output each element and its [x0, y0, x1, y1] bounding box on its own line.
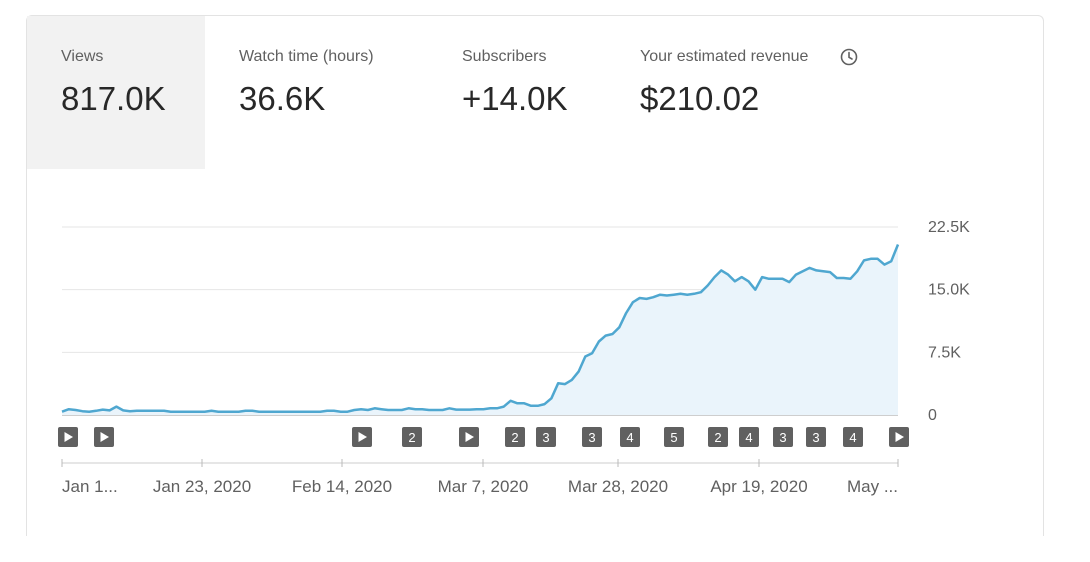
- marker-count-label: 3: [542, 430, 549, 445]
- marker-count-label: 3: [812, 430, 819, 445]
- clock-icon[interactable]: [840, 48, 858, 66]
- x-tick-label: Jan 23, 2020: [153, 477, 251, 496]
- metric-subscribers-tab[interactable]: Subscribers +14.0K: [428, 16, 606, 169]
- metric-value: 36.6K: [239, 80, 326, 117]
- x-tick-label: Feb 14, 2020: [292, 477, 392, 496]
- metric-label: Views: [61, 48, 104, 65]
- x-tick-label: Mar 28, 2020: [568, 477, 668, 496]
- play-icon: [465, 432, 474, 442]
- x-tick-label: Apr 19, 2020: [710, 477, 807, 496]
- metric-label: Watch time (hours): [239, 48, 374, 65]
- video-count-marker[interactable]: [806, 427, 826, 447]
- metric-value: $210.02: [640, 80, 760, 117]
- marker-count-label: 3: [779, 430, 786, 445]
- video-count-marker[interactable]: [739, 427, 759, 447]
- x-tick-label: Mar 7, 2020: [438, 477, 529, 496]
- x-tick-label: Jan 1...: [62, 477, 118, 496]
- marker-count-label: 4: [849, 430, 856, 445]
- marker-count-label: 3: [588, 430, 595, 445]
- video-count-marker[interactable]: [582, 427, 602, 447]
- x-tick-label: May ...: [847, 477, 898, 496]
- video-count-marker[interactable]: [505, 427, 525, 447]
- views-line: [61, 244, 900, 413]
- play-icon: [358, 432, 367, 442]
- metric-views-tab[interactable]: Views 817.0K: [27, 16, 205, 169]
- video-count-marker[interactable]: [402, 427, 422, 447]
- video-count-marker[interactable]: [536, 427, 556, 447]
- marker-count-label: 2: [511, 430, 518, 445]
- y-tick-label: 22.5K: [928, 219, 970, 236]
- marker-count-label: 4: [626, 430, 633, 445]
- video-count-marker[interactable]: [620, 427, 640, 447]
- marker-count-label: 5: [670, 430, 677, 445]
- metric-value: 817.0K: [61, 80, 166, 117]
- marker-count-label: 2: [408, 430, 415, 445]
- play-icon: [895, 432, 904, 442]
- y-tick-label: 15.0K: [928, 282, 970, 299]
- y-tick-label: 7.5K: [928, 344, 961, 361]
- video-count-marker[interactable]: [708, 427, 728, 447]
- metric-label: Your estimated revenue: [640, 48, 809, 65]
- area-fill: [62, 244, 898, 415]
- metric-label: Subscribers: [462, 48, 547, 65]
- play-icon: [64, 432, 73, 442]
- marker-count-label: 2: [714, 430, 721, 445]
- metric-revenue-tab[interactable]: Your estimated revenue $210.02: [606, 16, 906, 169]
- video-count-marker[interactable]: [843, 427, 863, 447]
- y-tick-label: 0: [928, 407, 937, 424]
- video-count-marker[interactable]: [773, 427, 793, 447]
- metrics-row: Views 817.0K Watch time (hours) 36.6K Su…: [27, 16, 1043, 169]
- play-icon: [100, 432, 109, 442]
- video-count-marker[interactable]: [664, 427, 684, 447]
- metric-value: +14.0K: [462, 80, 568, 117]
- metric-watch-time-tab[interactable]: Watch time (hours) 36.6K: [205, 16, 428, 169]
- marker-count-label: 4: [745, 430, 752, 445]
